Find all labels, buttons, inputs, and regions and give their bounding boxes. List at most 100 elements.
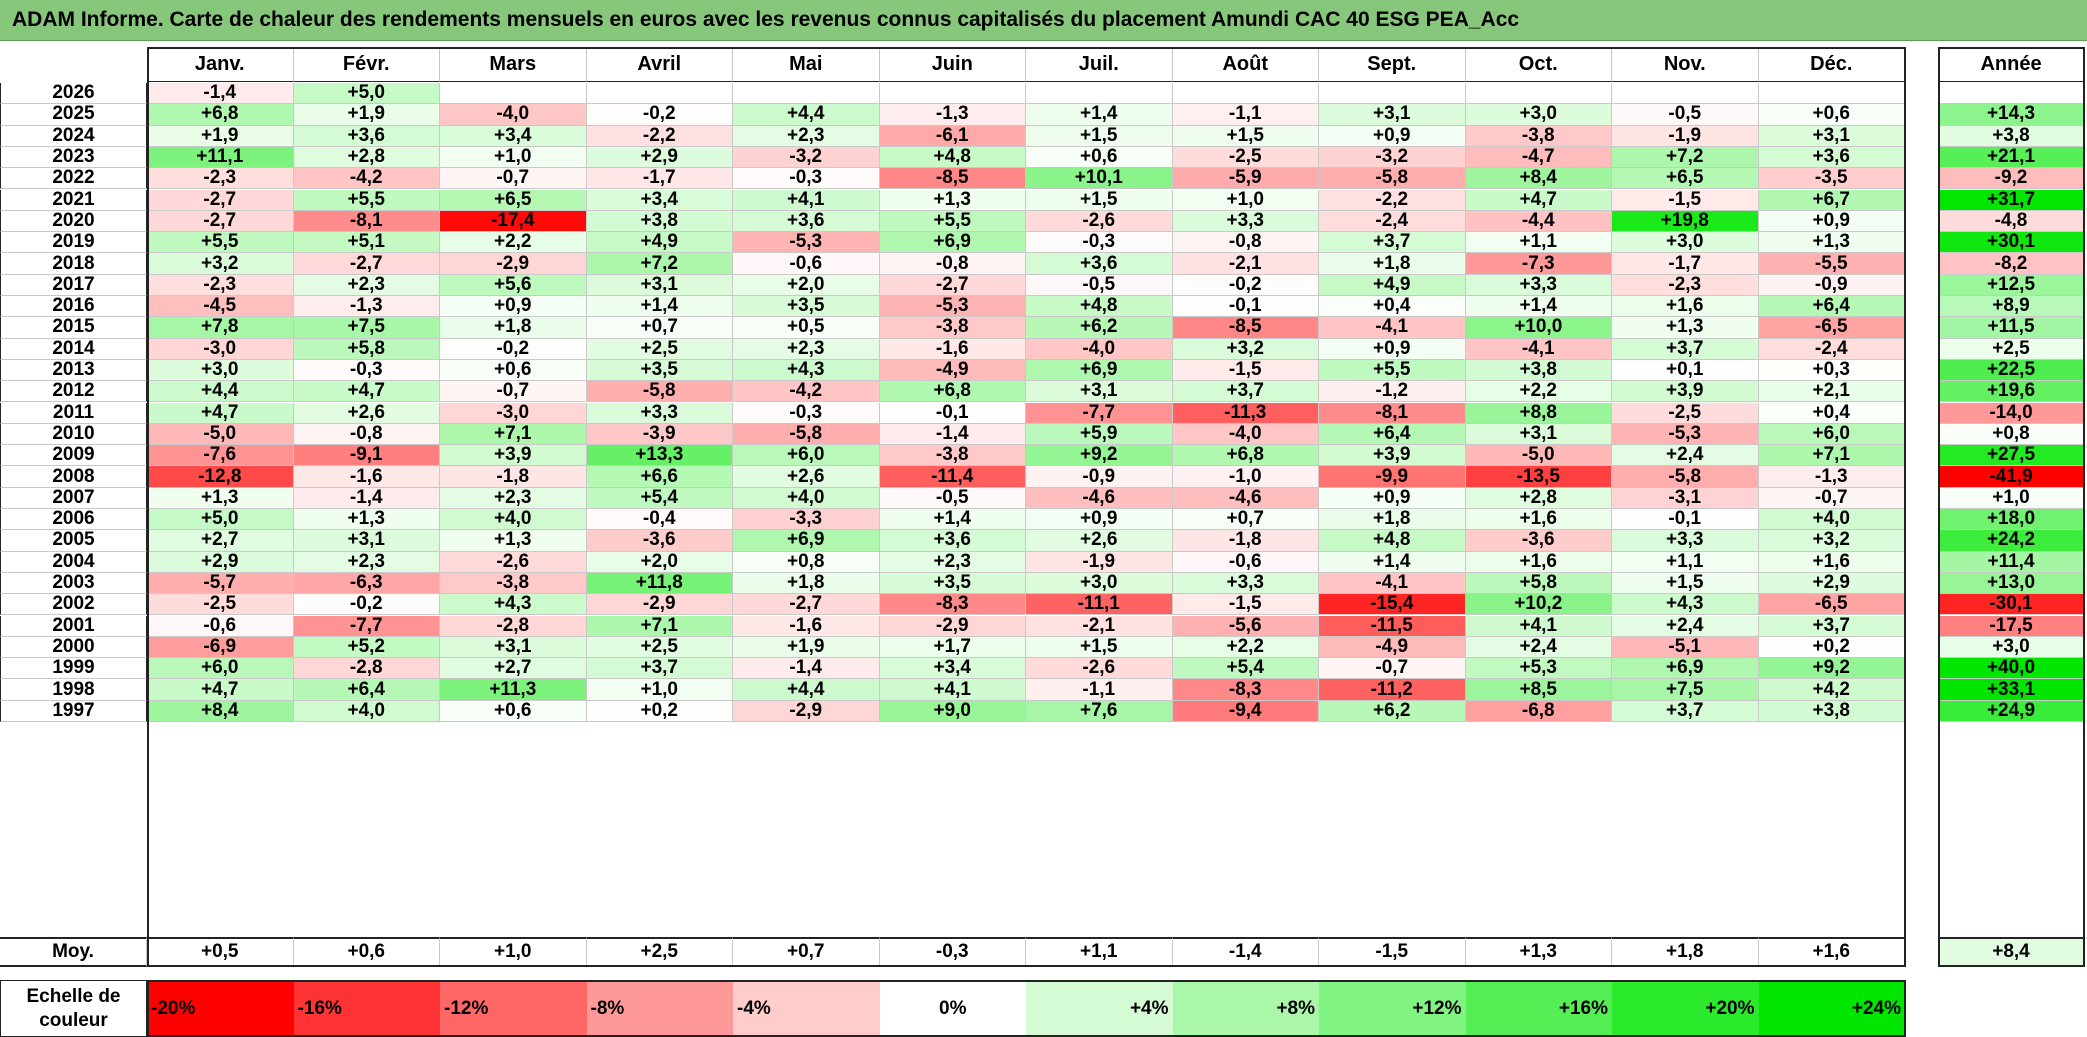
month-header: Févr. [293,47,440,82]
annual-cell: +31,7 [1938,189,2085,211]
heatmap-cell: -1,6 [293,466,440,488]
heatmap-cell: +2,7 [440,657,587,680]
annual-cell: +2,5 [1938,338,2085,360]
heatmap-cell: -2,3 [147,167,294,190]
average-annual-cell: +8,4 [1938,937,2085,967]
heatmap-cell: +1,3 [1612,316,1759,339]
heatmap-cell: -2,2 [1319,189,1466,211]
heatmap-cell: -4,7 [1465,146,1612,169]
heatmap-cell: -5,7 [147,572,294,595]
heatmap-cell: +3,1 [293,529,440,552]
annual-cell: -14,0 [1938,402,2085,424]
heatmap-cell: +5,5 [879,210,1026,233]
heatmap-cell: +5,6 [440,274,587,296]
heatmap-cell: +4,9 [1319,274,1466,296]
annual-cell: +12,5 [1938,274,2085,296]
heatmap-cell: +4,7 [1465,189,1612,211]
heatmap-cell [586,83,733,105]
heatmap-cell: -17,4 [440,210,587,233]
heatmap-cell: +5,4 [586,487,733,509]
heatmap-cell: -5,8 [1612,466,1759,488]
heatmap-cell: +7,2 [586,253,733,275]
annual-cell: +33,1 [1938,679,2085,701]
heatmap-cell: -0,7 [440,380,587,403]
heatmap-cell: +1,7 [879,636,1026,659]
heatmap-cell: +3,7 [1172,380,1319,403]
heatmap-cell: +1,4 [586,295,733,318]
heatmap-cell: +11,3 [440,679,587,701]
heatmap-cell: +6,9 [733,529,880,552]
annual-cell: +21,1 [1938,146,2085,169]
heatmap-cell: -7,3 [1465,253,1612,275]
heatmap-cell: +0,6 [1758,103,1905,126]
heatmap-cell: +3,6 [1758,146,1905,169]
heatmap-cell: -3,6 [586,529,733,552]
annual-cell: +19,6 [1938,380,2085,403]
annual-cell: +3,8 [1938,125,2085,147]
heatmap-cell: +2,2 [1172,636,1319,659]
heatmap-cell: -1,6 [733,615,880,637]
heatmap-cell: -0,7 [1319,657,1466,680]
heatmap-cell: -9,1 [293,444,440,467]
heatmap-cell: +1,6 [1465,508,1612,531]
heatmap-cell: -4,0 [1026,338,1173,360]
heatmap-cell: +3,2 [1758,529,1905,552]
average-cell: -0,3 [879,937,1026,967]
heatmap-cell: +3,7 [586,657,733,680]
heatmap-cell: -2,5 [1612,402,1759,424]
heatmap-cell: +7,1 [586,615,733,637]
annual-cell [1938,83,2085,105]
heatmap-cell: -0,7 [440,167,587,190]
heatmap-cell: +2,3 [733,338,880,360]
year-label: 2023 [0,146,147,169]
heatmap-cell: +2,4 [1612,444,1759,467]
heatmap-cell: +1,4 [1026,103,1173,126]
heatmap-cell: -13,5 [1465,466,1612,488]
heatmap-cell: -3,0 [147,338,294,360]
heatmap-cell: -1,4 [293,487,440,509]
heatmap-cell: -0,2 [293,593,440,616]
heatmap-cell: -4,1 [1465,338,1612,360]
heatmap-cell: +2,3 [440,487,587,509]
heatmap-cell: +1,4 [879,508,1026,531]
year-label: 2009 [0,444,147,467]
legend-swatch: -20% [147,980,294,1037]
heatmap-cell: +10,2 [1465,593,1612,616]
heatmap-cell: +5,3 [1465,657,1612,680]
heatmap-cell [440,83,587,105]
year-label: 2006 [0,508,147,531]
heatmap-cell: +3,3 [1172,210,1319,233]
heatmap-cell: -0,3 [293,359,440,382]
average-cell: +1,1 [1026,937,1173,967]
heatmap-cell: +0,4 [1319,295,1466,318]
legend-swatch: 0% [879,980,1026,1037]
heatmap-cell: +0,9 [1026,508,1173,531]
heatmap-cell: +6,8 [147,103,294,126]
heatmap-cell: -2,9 [733,700,880,722]
heatmap-cell: -5,0 [147,423,294,446]
heatmap-cell: +1,9 [147,125,294,147]
heatmap-cell: +6,5 [440,189,587,211]
heatmap-cell: -6,5 [1758,316,1905,339]
heatmap-cell: -11,3 [1172,402,1319,424]
heatmap-cell: +2,6 [293,402,440,424]
heatmap-cell: +13,3 [586,444,733,467]
month-header: Août [1172,47,1319,82]
heatmap-cell [1172,83,1319,105]
heatmap-cell: -0,1 [1172,295,1319,318]
heatmap-cell: +1,0 [440,146,587,169]
heatmap-cell: -5,0 [1465,444,1612,467]
heatmap-cell: -2,3 [1612,274,1759,296]
heatmap-cell: -5,3 [1612,423,1759,446]
heatmap-cell: +2,3 [293,274,440,296]
heatmap-cell: +3,9 [1319,444,1466,467]
heatmap-cell: +1,9 [733,636,880,659]
heatmap-cell: -2,9 [586,593,733,616]
heatmap-cell: +7,6 [1026,700,1173,722]
heatmap-cell: -2,7 [733,593,880,616]
heatmap-cell: +6,9 [879,231,1026,254]
heatmap-cell: -1,3 [293,295,440,318]
year-label: 1999 [0,657,147,680]
heatmap-cell: +7,2 [1612,146,1759,169]
heatmap-cell: +1,0 [1172,189,1319,211]
